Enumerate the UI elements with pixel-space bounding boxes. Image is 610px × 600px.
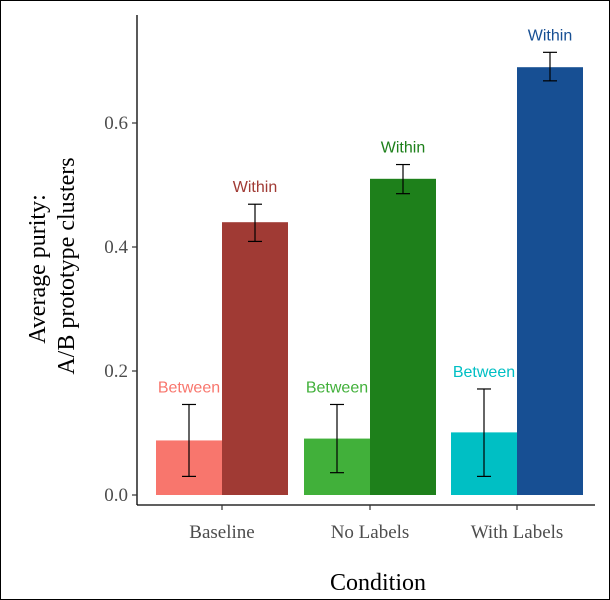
x-tick-label: No Labels (331, 522, 410, 543)
bar-labels: Between Between Between Within Within Within (158, 27, 572, 396)
y-tick-label: 0.6 (104, 113, 128, 134)
bar-label-between: Between (306, 379, 368, 396)
y-axis-title: Average purity: A/B prototype clusters (25, 157, 80, 374)
bar-within (370, 178, 436, 496)
y-axis-title-line-1: Average purity: (25, 194, 51, 344)
bar-label-between: Between (453, 364, 515, 381)
error-bars (182, 51, 557, 477)
bar-within (222, 222, 288, 495)
error-bar (477, 388, 491, 477)
x-tick-label: Baseline (189, 522, 254, 543)
error-bar (182, 403, 196, 477)
y-tick-label: 0.4 (104, 237, 128, 258)
error-bar (396, 163, 410, 195)
y-axis-title-line-2: A/B prototype clusters (54, 157, 80, 374)
y-tick-label: 0.2 (104, 361, 128, 382)
error-bar (248, 203, 262, 243)
y-tick-label: 0.0 (104, 485, 128, 506)
bar-label-within: Within (381, 140, 425, 157)
bar-label-within: Within (528, 27, 572, 44)
x-tick-label: With Labels (471, 522, 564, 543)
error-bar (330, 403, 344, 474)
x-axis-title: Condition (330, 570, 426, 596)
x-ticks: Baseline No Labels With Labels (189, 505, 563, 543)
bar-within (517, 67, 583, 495)
bar-label-between: Between (158, 379, 220, 396)
bars (156, 67, 583, 496)
y-ticks: 0.0 0.2 0.4 0.6 (104, 113, 137, 506)
error-bar (543, 51, 557, 82)
axes (136, 15, 595, 506)
bar-label-within: Within (233, 179, 277, 196)
